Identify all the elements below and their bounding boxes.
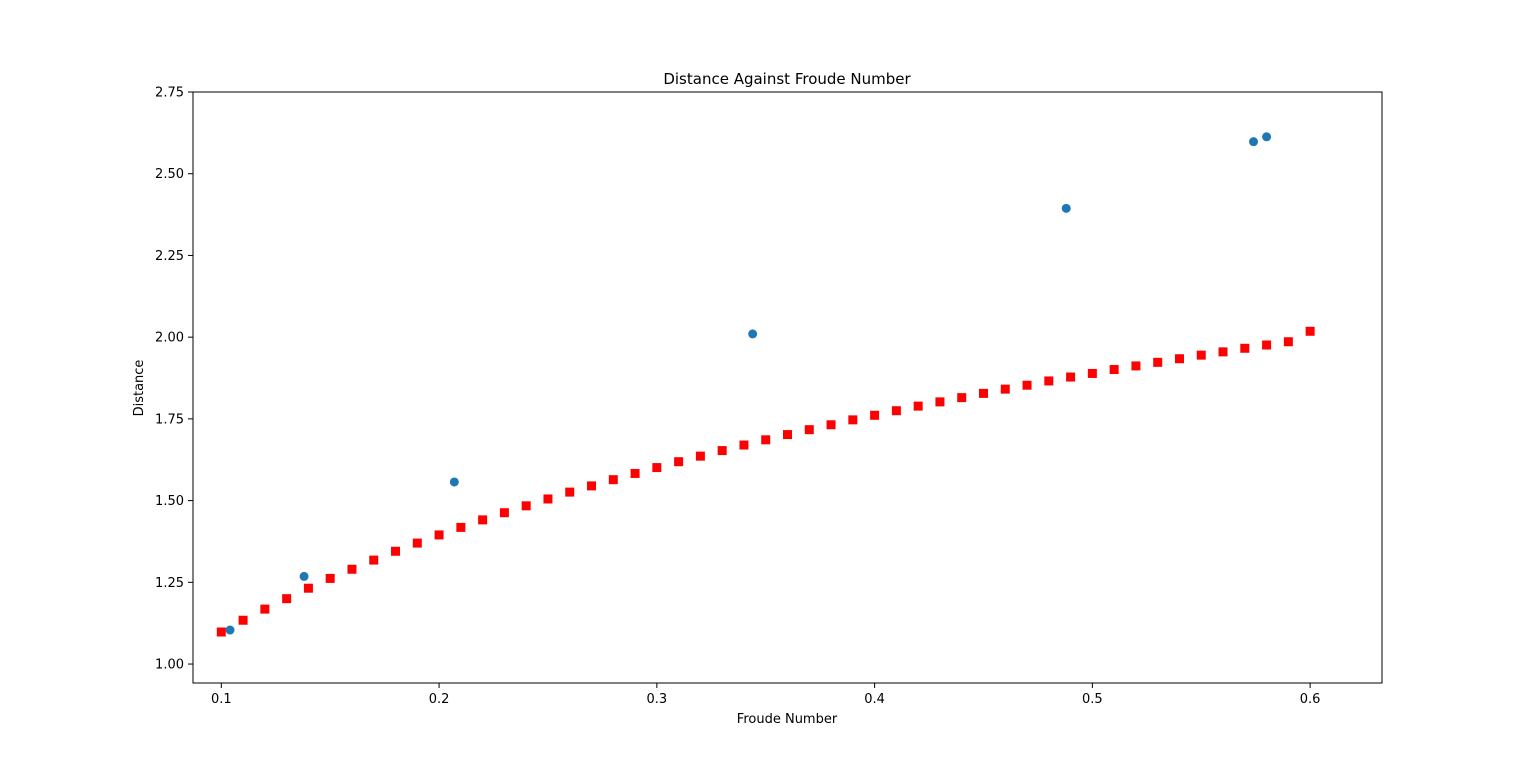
square-data-point: [347, 564, 357, 574]
square-data-point: [804, 425, 814, 435]
plot-area-frame: [192, 91, 1383, 684]
chart-title: Distance Against Froude Number: [663, 70, 911, 88]
square-data-point: [1000, 384, 1010, 394]
square-data-point: [608, 475, 618, 485]
y-tick-label: 1.50: [155, 494, 184, 509]
square-data-point: [499, 508, 509, 518]
square-data-point: [303, 583, 313, 593]
square-data-point: [543, 494, 553, 504]
data-points: [216, 132, 1315, 637]
square-data-point: [478, 515, 488, 525]
x-tick-label: 0.6: [1300, 692, 1321, 707]
square-data-point: [783, 430, 792, 440]
square-data-point: [521, 501, 531, 511]
square-data-point: [913, 401, 923, 411]
square-data-point: [826, 420, 836, 430]
y-tick-label: 2.00: [155, 331, 184, 346]
y-tick-label: 1.00: [155, 658, 184, 673]
y-axis-ticks: 1.00 1.25 1.50 1.75 2.00 2.25 2.50 2.75: [155, 86, 193, 673]
square-data-point: [674, 457, 684, 467]
square-data-point: [652, 463, 662, 473]
square-data-point: [739, 440, 749, 450]
circle-data-point: [748, 329, 758, 339]
square-data-point: [1109, 365, 1119, 375]
circle-data-point: [1061, 203, 1071, 213]
square-data-point: [434, 530, 444, 540]
square-data-point: [238, 615, 248, 625]
square-data-point: [456, 522, 466, 532]
square-data-point: [369, 555, 379, 565]
x-axis-ticks: 0.1 0.2 0.3 0.4 0.5 0.6: [211, 683, 1321, 707]
circle-data-point: [299, 571, 309, 581]
square-data-point: [978, 388, 988, 398]
square-data-point: [630, 468, 640, 478]
square-data-point: [1066, 372, 1076, 382]
x-tick-label: 0.3: [646, 692, 667, 707]
circle-data-point: [225, 625, 235, 635]
square-data-point: [1262, 340, 1272, 350]
square-data-point: [848, 415, 858, 425]
square-data-point: [761, 435, 771, 445]
square-data-point: [1022, 380, 1032, 390]
square-data-point: [717, 446, 727, 456]
square-data-point: [957, 393, 967, 403]
square-data-point: [1044, 376, 1054, 386]
square-data-point: [870, 410, 880, 420]
y-tick-label: 2.50: [155, 167, 184, 182]
square-data-point: [282, 594, 292, 604]
x-tick-label: 0.4: [864, 692, 885, 707]
square-data-point: [1240, 343, 1250, 353]
square-data-point: [1305, 326, 1315, 336]
square-data-point: [412, 538, 422, 548]
x-tick-label: 0.1: [211, 692, 232, 707]
y-tick-label: 2.25: [155, 249, 184, 264]
x-axis-label: Froude Number: [737, 712, 838, 727]
square-data-point: [587, 481, 597, 491]
x-tick-label: 0.2: [429, 692, 450, 707]
circle-data-point: [1249, 137, 1259, 147]
square-data-point: [1218, 347, 1228, 357]
square-data-point: [1174, 354, 1184, 364]
square-data-point: [1087, 368, 1097, 378]
square-data-point: [891, 406, 901, 416]
circle-data-point: [1262, 132, 1272, 142]
x-tick-label: 0.5: [1082, 692, 1103, 707]
square-data-point: [1131, 361, 1141, 371]
square-data-point: [1153, 357, 1163, 367]
circle-data-point: [449, 477, 459, 487]
y-axis-label: Distance: [132, 360, 147, 417]
square-data-point: [565, 487, 575, 497]
square-data-point: [1196, 350, 1206, 360]
square-data-point: [391, 546, 401, 556]
square-data-point: [260, 604, 270, 614]
square-data-point: [1283, 337, 1293, 347]
y-tick-label: 1.25: [155, 576, 184, 591]
square-data-point: [216, 627, 226, 637]
square-data-point: [935, 397, 945, 407]
y-tick-label: 1.75: [155, 412, 184, 427]
y-tick-label: 2.75: [155, 86, 184, 101]
square-data-point: [695, 451, 705, 461]
square-data-point: [325, 573, 335, 583]
